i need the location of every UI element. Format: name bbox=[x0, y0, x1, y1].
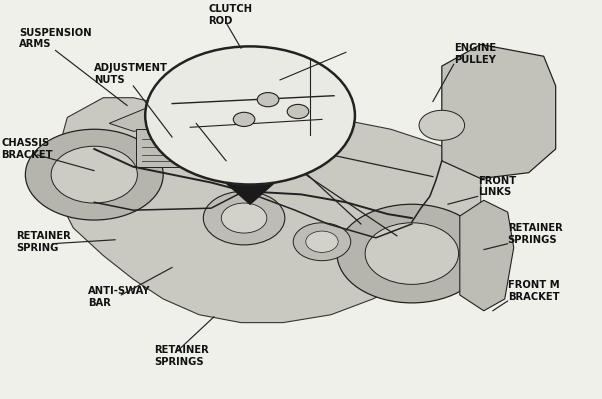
Circle shape bbox=[365, 223, 459, 284]
Text: FRONT M
BRACKET: FRONT M BRACKET bbox=[507, 280, 559, 302]
Circle shape bbox=[306, 231, 338, 253]
Polygon shape bbox=[109, 104, 208, 131]
Circle shape bbox=[222, 203, 267, 233]
Text: SUSPENSION
ARMS: SUSPENSION ARMS bbox=[19, 28, 92, 49]
Polygon shape bbox=[460, 200, 514, 311]
Text: RETAINER
SPRINGS: RETAINER SPRINGS bbox=[507, 223, 562, 245]
Bar bbox=[136, 129, 205, 167]
Text: RETAINER
SPRINGS: RETAINER SPRINGS bbox=[154, 346, 209, 367]
Text: CLUTCH
ROD: CLUTCH ROD bbox=[208, 4, 252, 26]
Circle shape bbox=[257, 93, 279, 107]
Circle shape bbox=[419, 110, 465, 140]
Text: ADJUSTMENT
NUTS: ADJUSTMENT NUTS bbox=[95, 63, 169, 85]
Polygon shape bbox=[442, 44, 556, 179]
Polygon shape bbox=[223, 181, 277, 204]
Text: RETAINER
SPRING: RETAINER SPRING bbox=[16, 231, 71, 253]
Circle shape bbox=[145, 46, 355, 184]
Circle shape bbox=[203, 191, 285, 245]
Text: LIFT
LINKS: LIFT LINKS bbox=[175, 107, 208, 128]
Circle shape bbox=[337, 204, 487, 303]
Circle shape bbox=[287, 105, 309, 119]
Text: FRONT
LINKS: FRONT LINKS bbox=[478, 176, 516, 197]
Circle shape bbox=[25, 129, 163, 220]
Text: ENGINE
PULLEY: ENGINE PULLEY bbox=[454, 43, 496, 65]
Circle shape bbox=[234, 112, 255, 126]
Circle shape bbox=[293, 223, 351, 261]
Circle shape bbox=[51, 146, 137, 203]
Text: CHASSIS
BRACKET: CHASSIS BRACKET bbox=[1, 138, 53, 160]
Polygon shape bbox=[55, 98, 481, 323]
Text: ANTI-SWAY
BAR: ANTI-SWAY BAR bbox=[88, 286, 150, 308]
